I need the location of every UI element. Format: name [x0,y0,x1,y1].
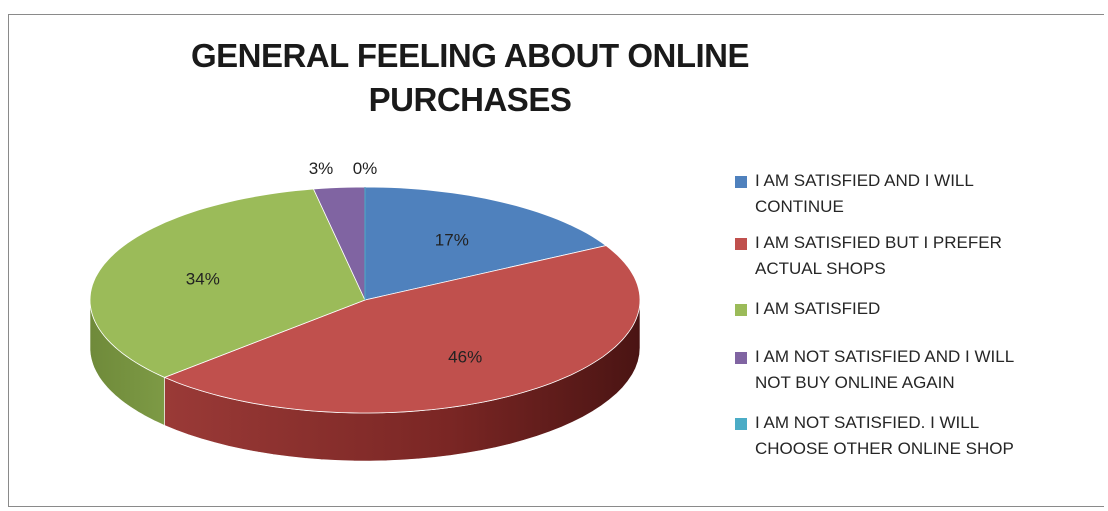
legend-label-5-line-2: CHOOSE OTHER ONLINE SHOP [755,439,1014,458]
chart-title-line-2: PURCHASES [368,81,572,118]
legend-label-1-line-1: I AM SATISFIED AND I WILL [755,171,974,190]
legend-item-5: I AM NOT SATISFIED. I WILL CHOOSE OTHER O… [735,410,1095,462]
pie-slice-1 [364,186,607,301]
legend-swatch-5 [735,418,747,430]
legend-swatch-1 [735,176,747,188]
data-label-5: 0% [353,159,378,178]
pie-slice-4 [312,186,366,301]
legend-swatch-4 [735,352,747,364]
legend-label-1-line-2: CONTINUE [755,197,844,216]
pie-top-faces [89,186,641,414]
legend-label-5-line-1: I AM NOT SATISFIED. I WILL [755,413,980,432]
data-label-3: 34% [186,269,220,288]
legend-swatch-2 [735,238,747,250]
legend-item-4: I AM NOT SATISFIED AND I WILL NOT BUY ONL… [735,344,1095,396]
data-label-2: 46% [448,348,482,367]
chart-title-line-1: GENERAL FEELING ABOUT ONLINE [190,37,750,74]
legend-item-3: I AM SATISFIED [735,296,1095,322]
chart-title: GENERAL FEELING ABOUT ONLINE PURCHASES [0,34,940,122]
legend-label-4-line-1: I AM NOT SATISFIED AND I WILL [755,347,1015,366]
legend-swatch-3 [735,304,747,316]
legend-label-2-line-2: ACTUAL SHOPS [755,259,886,278]
legend-item-1: I AM SATISFIED AND I WILL CONTINUE [735,168,1095,220]
legend-label-4-line-2: NOT BUY ONLINE AGAIN [755,373,955,392]
pie-data-labels: 17% 46% 34% 3% 0% [186,159,482,367]
legend-label-3-line-1: I AM SATISFIED [755,299,881,318]
data-label-4: 3% [309,159,334,178]
pie-slice-3 [89,188,366,378]
chart-legend: I AM SATISFIED AND I WILL CONTINUE I AM SA… [735,168,1095,462]
legend-item-2: I AM SATISFIED BUT I PREFER ACTUAL SHOPS [735,230,1095,282]
legend-label-2-line-1: I AM SATISFIED BUT I PREFER [755,233,1002,252]
pie-slice-2 [163,245,641,414]
data-label-1: 17% [435,231,469,250]
